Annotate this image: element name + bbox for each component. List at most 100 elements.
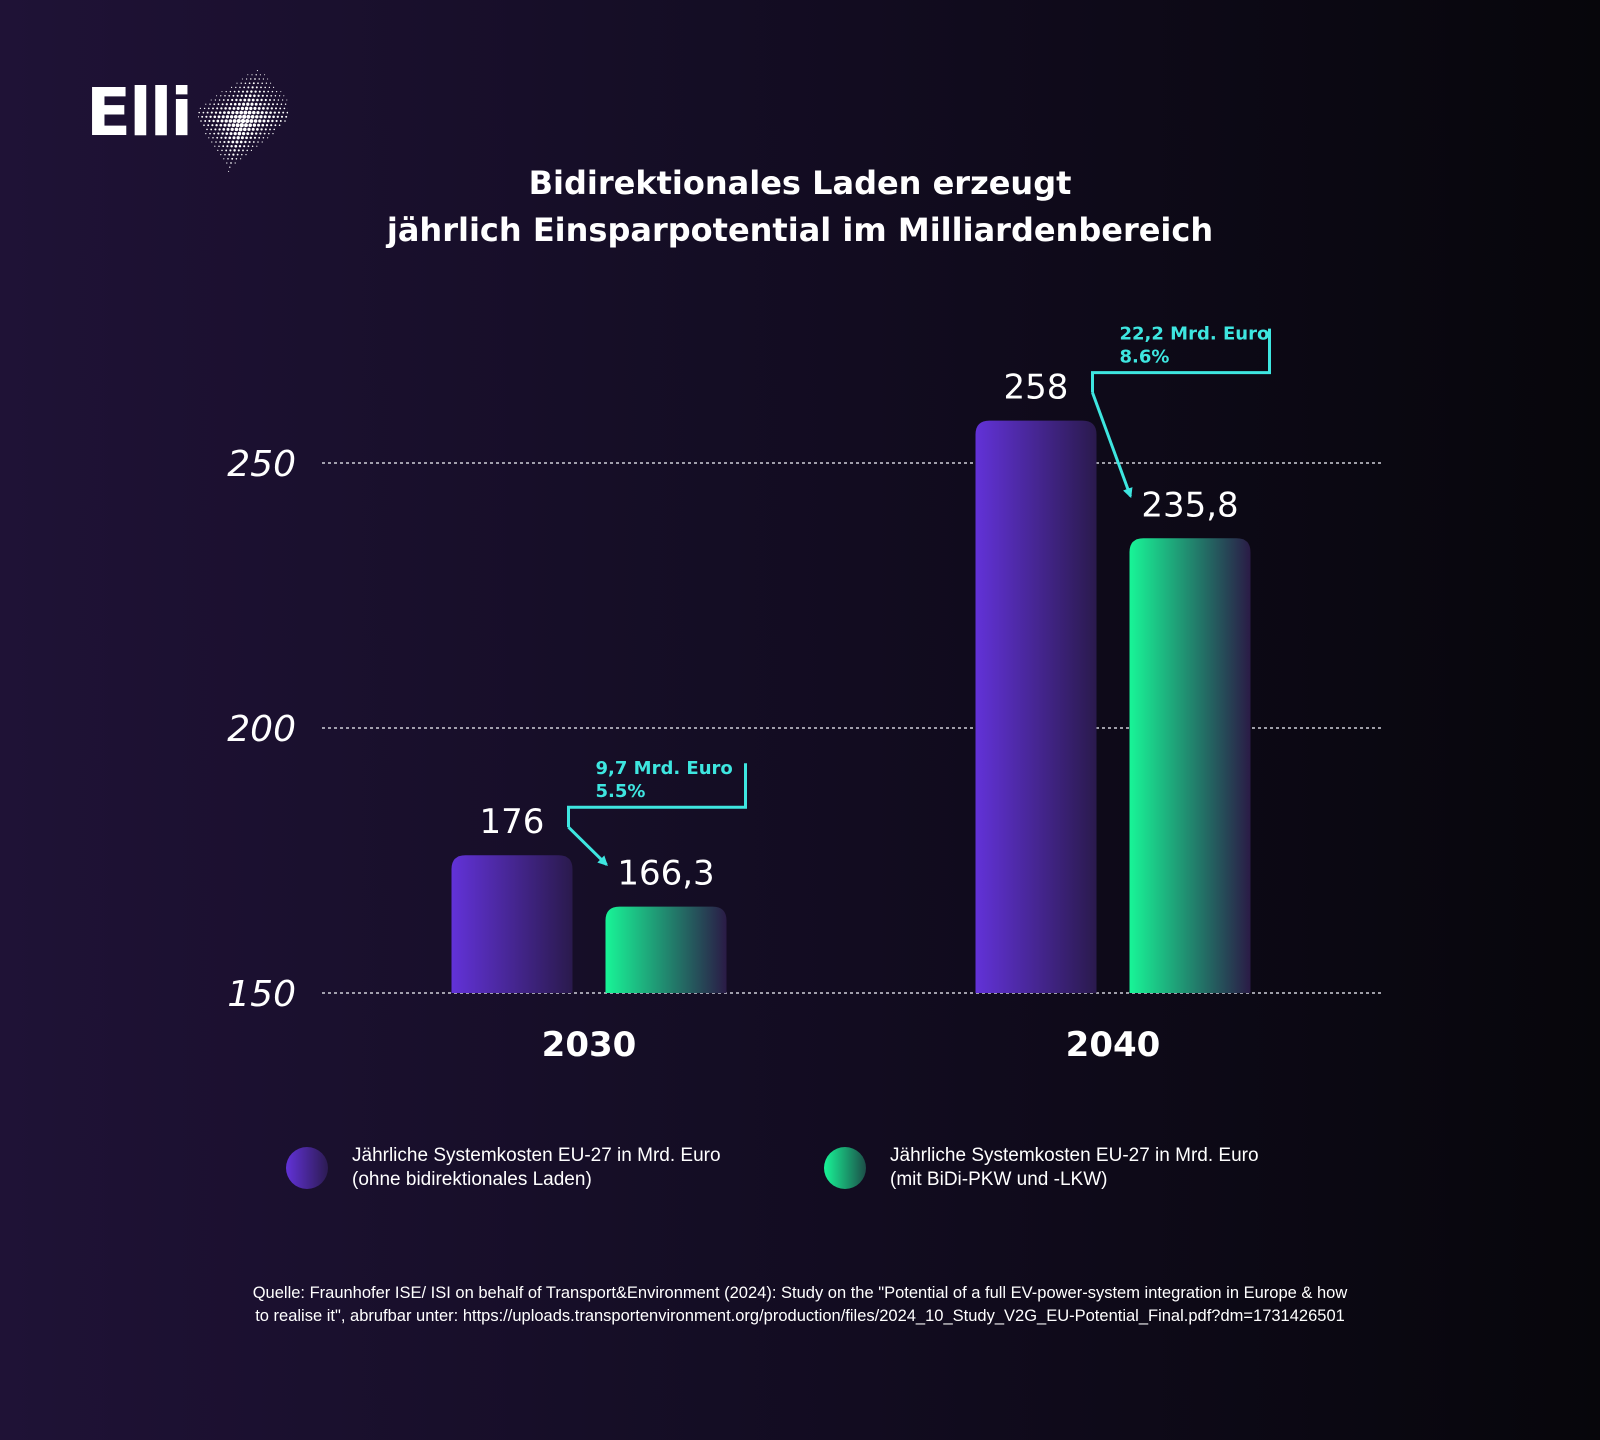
spark-dot — [275, 90, 278, 93]
spark-dot — [272, 115, 275, 119]
spark-dot — [256, 111, 260, 115]
spark-dot — [228, 153, 231, 156]
spark-dot — [248, 123, 252, 127]
spark-dot — [250, 78, 252, 80]
spark-dot — [263, 90, 265, 93]
source-line-2: to realise it", abrufbar unter: https://… — [255, 1307, 1345, 1325]
spark-dot — [248, 82, 251, 85]
spark-dot — [198, 111, 200, 114]
spark-dot — [235, 86, 237, 89]
legend-item-mit: Jährliche Systemkosten EU-27 in Mrd. Eur… — [824, 1144, 1259, 1192]
spark-dot — [231, 86, 233, 88]
spark-dot — [216, 107, 219, 110]
spark-dot — [208, 119, 211, 123]
legend-label-line-1: Jährliche Systemkosten EU-27 in Mrd. Eur… — [352, 1145, 721, 1166]
spark-dot — [218, 145, 220, 147]
spark-dot — [216, 119, 220, 123]
spark-dot — [228, 94, 231, 97]
spark-dot — [265, 82, 268, 84]
spark-dot — [234, 144, 238, 148]
spark-dot — [244, 94, 248, 98]
spark-dot — [224, 107, 227, 110]
spark-dot — [283, 95, 285, 97]
spark-dot — [221, 149, 223, 152]
savings-bracket — [1091, 328, 1271, 393]
spark-dot — [285, 115, 288, 118]
spark-dot — [260, 128, 263, 131]
spark-dot — [216, 136, 219, 139]
spark-dot — [213, 132, 216, 135]
spark-dot — [240, 136, 244, 140]
spark-dot — [277, 99, 280, 101]
spark-dot — [198, 115, 199, 118]
spark-dot — [276, 115, 279, 118]
spark-dot — [282, 111, 285, 114]
spark-dot — [210, 111, 213, 114]
spark-dot — [236, 118, 241, 124]
spark-dot — [238, 127, 243, 132]
spark-dot — [237, 90, 240, 93]
spark-dot — [259, 102, 262, 106]
spark-dot — [251, 86, 254, 89]
spark-dot — [255, 115, 259, 119]
spark-dot — [206, 128, 208, 131]
chart-title-line-1: Bidirektionales Laden erzeugt — [528, 164, 1072, 202]
bar-value-label: 235,8 — [1141, 485, 1238, 525]
spark-dot — [268, 86, 271, 89]
spark-dot — [246, 132, 250, 136]
spark-dot — [280, 91, 282, 93]
spark-dot — [220, 95, 222, 97]
spark-dot — [217, 149, 219, 151]
spark-dot — [273, 86, 275, 88]
spark-dot — [232, 106, 236, 110]
spark-dot — [234, 127, 239, 132]
spark-dot — [233, 90, 236, 93]
spark-dot — [226, 145, 229, 148]
spark-dot — [244, 106, 249, 111]
spark-dot — [261, 94, 264, 97]
spark-dot — [247, 127, 251, 132]
spark-dot — [208, 137, 210, 139]
spark-dot — [254, 132, 258, 135]
spark-dot — [274, 124, 277, 127]
spark-dot — [267, 103, 270, 106]
spark-dot — [257, 94, 260, 97]
spark-dot — [247, 74, 249, 76]
spark-dot — [220, 154, 222, 156]
spark-dot — [217, 115, 221, 119]
spark-dot — [255, 74, 257, 76]
spark-dot — [271, 119, 274, 123]
spark-dot — [237, 149, 240, 152]
spark-dot — [244, 82, 247, 84]
spark-dot — [251, 98, 255, 102]
spark-dot — [246, 114, 251, 119]
spark-dot — [264, 128, 267, 131]
spark-dot — [253, 106, 257, 110]
spark-dot — [200, 120, 202, 122]
spark-dot — [236, 82, 238, 84]
spark-dot — [228, 136, 232, 140]
spark-dot — [210, 128, 213, 131]
spark-dot — [209, 115, 212, 118]
spark-dot — [224, 136, 227, 140]
spark-dot — [260, 86, 262, 89]
spark-dot — [240, 82, 242, 84]
spark-dot — [263, 115, 267, 119]
spark-dot — [225, 103, 228, 106]
legend-item-ohne: Jährliche Systemkosten EU-27 in Mrd. Eur… — [286, 1144, 721, 1192]
spark-dot — [256, 145, 258, 147]
spark-dot — [209, 132, 211, 135]
spark-dot — [242, 114, 247, 119]
spark-dot — [273, 99, 276, 101]
spark-dot — [257, 82, 259, 85]
spark-dot — [225, 90, 227, 93]
spark-dot — [276, 103, 279, 106]
spark-dot — [258, 136, 261, 139]
y-tick-label: 250 — [227, 444, 296, 485]
bar-value-label: 176 — [480, 802, 545, 842]
spark-dot — [261, 82, 263, 84]
spark-dot — [221, 91, 223, 93]
spark-dot — [239, 140, 243, 144]
savings-arrow — [1091, 392, 1133, 499]
spark-dot — [271, 103, 275, 106]
